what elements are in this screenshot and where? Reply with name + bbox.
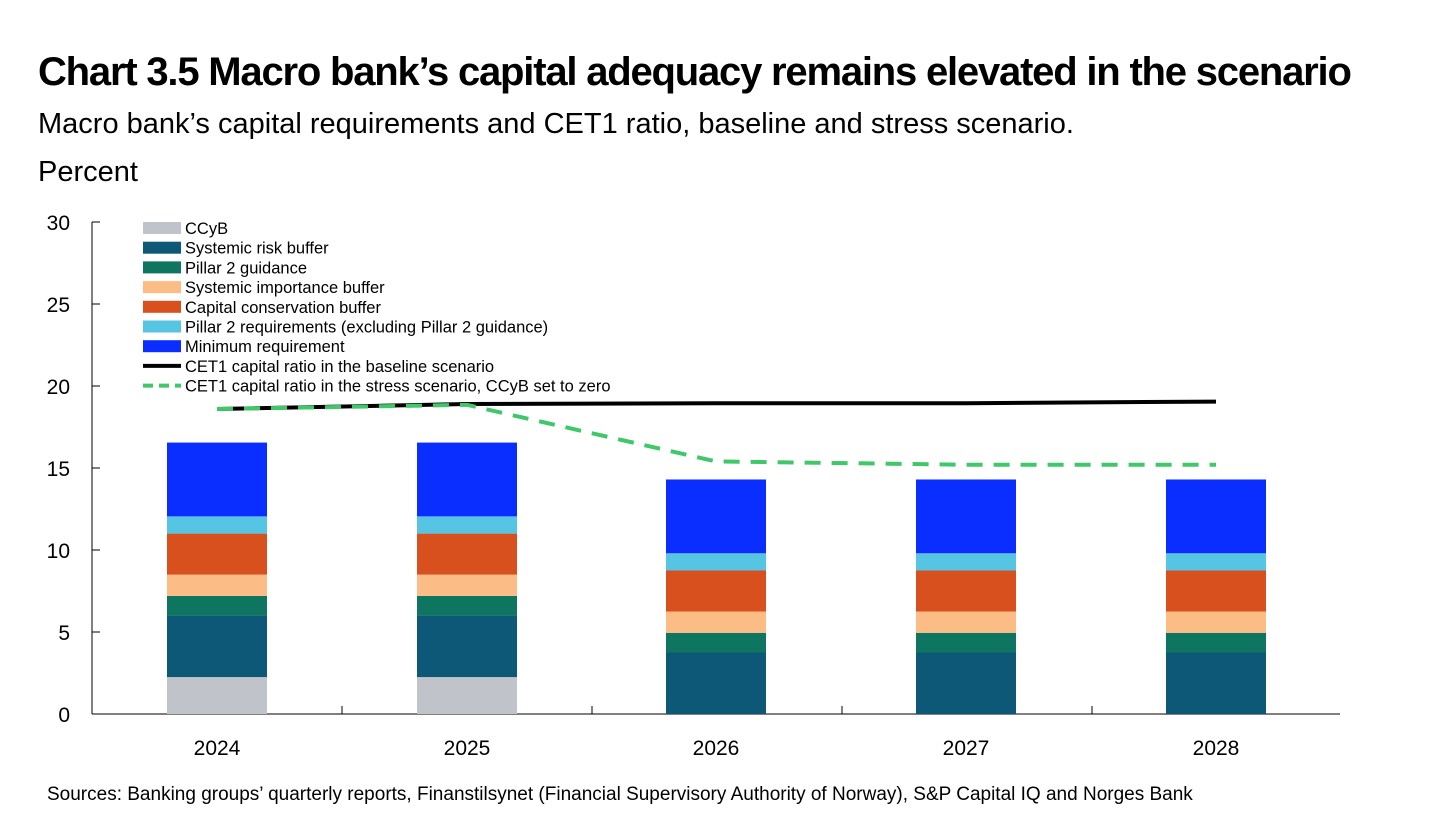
bar-segment bbox=[1166, 632, 1266, 653]
bar-segment bbox=[666, 652, 766, 714]
x-tick-label: 2025 bbox=[444, 737, 491, 760]
bar-segment bbox=[916, 570, 1016, 612]
legend-label: Pillar 2 guidance bbox=[185, 259, 307, 277]
bar-segment bbox=[417, 533, 517, 575]
bar-segment bbox=[167, 442, 267, 517]
bar-segment bbox=[666, 479, 766, 554]
y-tick-label: 10 bbox=[47, 540, 70, 563]
x-tick-label: 2024 bbox=[194, 737, 241, 760]
legend-label: CET1 capital ratio in the baseline scena… bbox=[185, 358, 494, 376]
x-tick-label: 2026 bbox=[693, 737, 740, 760]
bar-segment bbox=[417, 442, 517, 517]
bar-segment bbox=[916, 632, 1016, 653]
bar-segment bbox=[167, 574, 267, 596]
bar-segment bbox=[1166, 570, 1266, 612]
bar-segment bbox=[167, 615, 267, 678]
legend-label: Systemic importance buffer bbox=[185, 279, 385, 297]
y-tick-label: 5 bbox=[58, 622, 70, 645]
legend-label: Pillar 2 requirements (excluding Pillar … bbox=[185, 319, 548, 337]
y-tick-label: 30 bbox=[47, 212, 70, 235]
legend-swatch bbox=[143, 241, 181, 254]
bar-segment bbox=[916, 652, 1016, 714]
legend-swatch bbox=[143, 300, 181, 313]
bar-segment bbox=[417, 595, 517, 616]
stacked-bars bbox=[167, 442, 1266, 714]
legend-label: Minimum requirement bbox=[185, 338, 345, 356]
y-tick-label: 20 bbox=[47, 376, 70, 399]
bar-segment bbox=[167, 595, 267, 616]
bar-segment bbox=[167, 677, 267, 714]
bar-segment bbox=[167, 516, 267, 534]
x-tick-label: 2027 bbox=[943, 737, 990, 760]
bar-segment bbox=[916, 479, 1016, 554]
legend-label: CCyB bbox=[185, 220, 228, 238]
y-axis-unit: Percent bbox=[38, 156, 138, 188]
legend-swatch bbox=[143, 281, 181, 294]
legend-label: Capital conservation buffer bbox=[185, 299, 381, 317]
bar-segment bbox=[916, 611, 1016, 633]
legend-swatch bbox=[143, 222, 181, 234]
bar-segment bbox=[417, 574, 517, 596]
legend-swatch bbox=[143, 340, 181, 353]
legend-swatch bbox=[143, 320, 181, 333]
y-tick-label: 25 bbox=[47, 294, 70, 317]
source-note: Sources: Banking groups’ quarterly repor… bbox=[47, 784, 1193, 805]
bar-segment bbox=[666, 632, 766, 653]
bar-segment bbox=[417, 677, 517, 714]
scenario-lines bbox=[216, 399, 1217, 467]
bar-segment bbox=[1166, 553, 1266, 571]
bar-segment bbox=[666, 570, 766, 612]
y-tick-label: 0 bbox=[58, 704, 70, 727]
bar-segment bbox=[916, 553, 1016, 571]
legend-label: Systemic risk buffer bbox=[185, 240, 329, 258]
bar-segment bbox=[1166, 479, 1266, 554]
bar-segment bbox=[167, 533, 267, 575]
bar-segment bbox=[666, 553, 766, 571]
bar-segment bbox=[417, 615, 517, 678]
bar-segment bbox=[1166, 652, 1266, 714]
x-tick-label: 2028 bbox=[1193, 737, 1240, 760]
chart-title: Chart 3.5 Macro bank’s capital adequacy … bbox=[38, 50, 1352, 94]
bar-segment bbox=[417, 516, 517, 534]
legend-swatch bbox=[143, 261, 181, 274]
stress-scenario-line bbox=[216, 402, 1216, 467]
bar-segment bbox=[1166, 611, 1266, 633]
y-tick-label: 15 bbox=[47, 458, 70, 481]
chart-subtitle: Macro bank’s capital requirements and CE… bbox=[38, 108, 1074, 140]
bar-segment bbox=[666, 611, 766, 633]
legend-label: CET1 capital ratio in the stress scenari… bbox=[185, 378, 611, 396]
